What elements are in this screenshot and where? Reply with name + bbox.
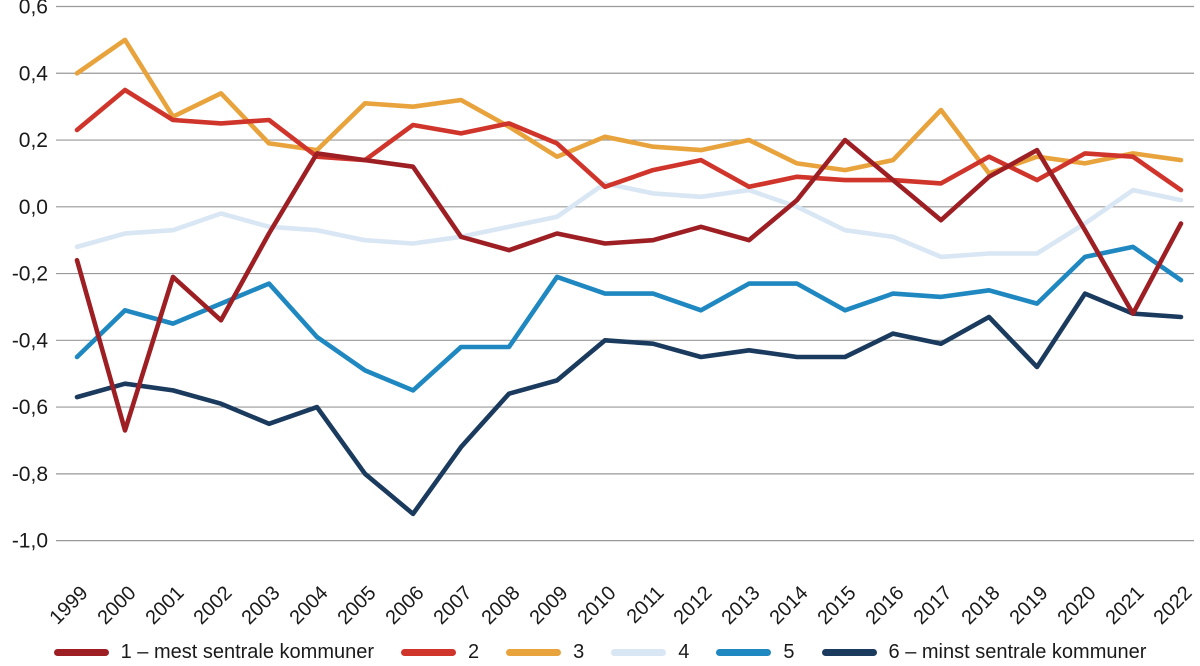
x-tick-label: 2013 — [718, 582, 765, 629]
x-tick-label: 2018 — [958, 582, 1005, 629]
y-tick-label: 0,6 — [19, 0, 48, 19]
x-tick-label: 2016 — [862, 582, 909, 629]
x-tick-label: 2019 — [1006, 582, 1053, 629]
x-tick-label: 2017 — [910, 582, 957, 629]
legend-label: 6 – minst sentrale kommuner — [888, 641, 1147, 663]
legend-item-5: 5 — [716, 641, 795, 664]
y-tick-label: -0,4 — [12, 329, 49, 352]
x-tick-label: 2008 — [478, 582, 525, 629]
legend-line-marker — [611, 649, 667, 656]
x-tick-label: 2007 — [430, 582, 477, 629]
x-tick-label: 2010 — [574, 582, 621, 629]
x-tick-label: 2014 — [766, 582, 813, 629]
legend-label: 2 — [468, 641, 480, 663]
x-tick-label: 2021 — [1102, 582, 1149, 629]
legend-item-1: 1 – mest sentrale kommuner — [53, 641, 375, 664]
legend-label: 3 — [573, 641, 585, 663]
y-tick-label: -0,8 — [12, 463, 48, 486]
series-line-5 — [74, 244, 1184, 393]
legend-label: 5 — [783, 641, 795, 663]
y-tick-label: 0,4 — [19, 62, 49, 85]
x-tick-label: 2009 — [526, 582, 573, 629]
series-line-3 — [74, 37, 1184, 176]
chart-legend: 1 – mest sentrale kommuner 2 3 4 5 6 – minst … — [0, 641, 1200, 664]
x-tick-label: 2000 — [94, 582, 141, 629]
x-tick-label: 1999 — [46, 582, 93, 629]
series-line-2 — [74, 87, 1184, 193]
x-tick-label: 2015 — [814, 582, 861, 629]
x-tick-label: 2004 — [286, 582, 333, 629]
x-tick-label: 2001 — [142, 582, 189, 629]
legend-item-4: 4 — [611, 641, 689, 664]
series-line-4 — [74, 181, 1184, 260]
y-tick-label: -1,0 — [12, 530, 48, 553]
y-tick-label: 0,2 — [19, 129, 48, 152]
y-tick-label: 0,0 — [19, 196, 48, 219]
legend-line-marker — [401, 649, 457, 656]
x-tick-label: 2020 — [1054, 582, 1101, 629]
x-tick-label: 2011 — [623, 582, 669, 628]
legend-item-2: 2 — [401, 641, 479, 664]
y-tick-label: -0,6 — [12, 396, 48, 419]
legend-line-marker — [506, 649, 562, 656]
series-line-6 — [74, 291, 1184, 517]
legend-line-marker — [821, 649, 877, 656]
legend-item-6: 6 – minst sentrale kommuner — [821, 641, 1147, 664]
y-tick-label: -0,2 — [12, 263, 48, 286]
x-tick-label: 2005 — [334, 582, 381, 629]
line-chart: 0,6 0,4 0,2 0,0 -0,2 -0,4 -0,6 -0,8 -1,0 1999 2000… — [12, 0, 1197, 629]
x-tick-label: 2002 — [190, 582, 237, 629]
legend-item-3: 3 — [506, 641, 584, 664]
legend-label: 1 – mest sentrale kommuner — [120, 641, 375, 663]
legend-line-marker — [716, 649, 772, 656]
series-line-1 — [74, 137, 1184, 433]
x-tick-label: 2022 — [1150, 582, 1197, 629]
legend-label: 4 — [678, 641, 690, 663]
x-tick-label: 2012 — [670, 582, 717, 629]
x-tick-label: 2006 — [382, 582, 429, 629]
legend-line-marker — [53, 649, 109, 656]
x-tick-label: 2003 — [238, 582, 285, 629]
